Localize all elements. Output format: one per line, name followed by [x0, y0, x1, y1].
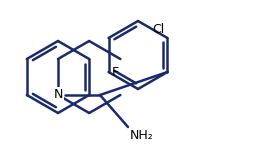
Text: Cl: Cl — [152, 23, 164, 36]
Text: NH₂: NH₂ — [130, 129, 154, 142]
Text: N: N — [53, 88, 63, 101]
Text: F: F — [112, 65, 119, 78]
